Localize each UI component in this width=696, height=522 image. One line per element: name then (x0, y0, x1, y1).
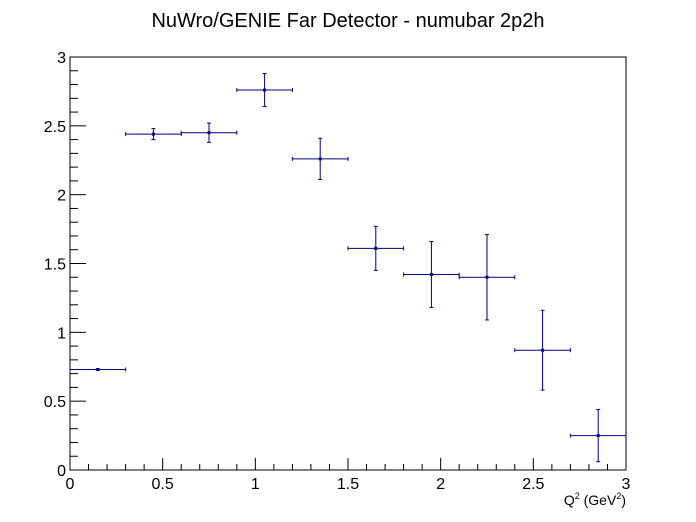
data-point (458, 234, 516, 321)
data-point (347, 225, 405, 271)
y-tick-label: 1 (57, 325, 66, 342)
y-axis-ticks: 0 0.5 1 1.5 2 2.5 3 (44, 50, 86, 480)
x-tick-label: 2.5 (522, 476, 544, 493)
y-tick-label: 0.5 (44, 394, 66, 411)
data-point (236, 73, 293, 108)
y-tick-label: 2.5 (44, 119, 66, 136)
data-point (569, 408, 627, 463)
x-axis-label: Q2 (GeV2) (564, 491, 626, 508)
data-marker (151, 132, 155, 136)
data-point (514, 309, 571, 391)
data-point (180, 122, 238, 143)
y-tick-label: 1.5 (44, 257, 66, 274)
y-tick-label: 2 (57, 188, 66, 205)
data-points (69, 73, 627, 463)
data-point (403, 240, 460, 309)
data-marker (96, 368, 100, 372)
data-marker (318, 157, 322, 161)
data-point (69, 367, 127, 372)
data-point (125, 128, 182, 141)
x-tick-label: 0.5 (152, 476, 174, 493)
data-marker (263, 88, 267, 92)
x-tick-label: 2 (436, 476, 445, 493)
plot-frame (69, 56, 627, 471)
x-tick-label: 0 (66, 476, 75, 493)
x-tick-label: 3 (622, 476, 631, 493)
y-tick-label: 0 (57, 463, 66, 480)
data-marker (541, 348, 545, 352)
y-tick-label: 3 (57, 50, 66, 67)
data-marker (485, 275, 489, 279)
x-axis-ticks: 0 0.5 1 1.5 2 2.5 3 (66, 458, 631, 493)
plot-border (69, 56, 627, 471)
chart-title: NuWro/GENIE Far Detector - numubar 2p2h (151, 10, 544, 32)
data-marker (596, 434, 600, 438)
x-tick-label: 1 (251, 476, 260, 493)
data-marker (207, 131, 211, 135)
data-marker (429, 273, 433, 277)
x-tick-label: 1.5 (337, 476, 359, 493)
data-marker (374, 246, 378, 250)
data-point (291, 137, 349, 181)
